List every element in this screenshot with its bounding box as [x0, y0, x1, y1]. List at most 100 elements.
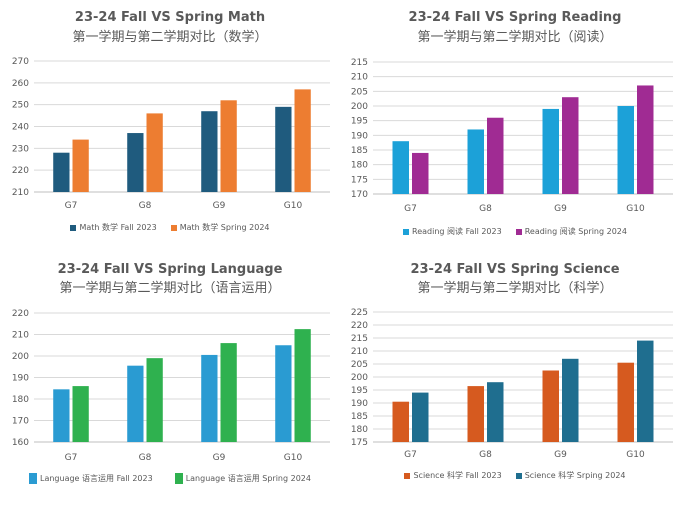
y-tick-label: 200: [12, 352, 29, 362]
y-tick-label: 200: [351, 373, 368, 383]
x-tick-label: G7: [65, 201, 78, 211]
chart-subtitle: 第一学期与第二学期对比（数学）: [72, 30, 268, 45]
y-tick-label: 190: [12, 374, 29, 384]
y-tick-label: 230: [12, 144, 29, 154]
bar: [467, 386, 484, 442]
bar: [201, 111, 218, 192]
y-tick-label: 195: [351, 117, 368, 127]
chart-legend: Reading 阅读 Fall 2023 Reading 阅读 Spring 2…: [343, 226, 687, 237]
chart-legend: Math 数学 Fall 2023 Math 数学 Spring 2024: [0, 222, 340, 233]
legend-swatch: [174, 473, 183, 484]
bar: [127, 133, 144, 192]
legend-item: Language 语言运用 Fall 2023: [29, 473, 153, 484]
chart-title: 23-24 Fall VS Spring Math: [74, 10, 266, 25]
legend-swatch: [403, 228, 410, 235]
chart-plot: 170 175 180 185 190 195 200 205 210 215 G7 G8 G9 G10: [351, 58, 673, 214]
bar: [220, 343, 237, 442]
y-tick-label: 210: [12, 331, 29, 341]
bar: [617, 362, 634, 442]
x-tick-label: G8: [479, 450, 492, 460]
legend-label: Science 科学 Fall 2023: [413, 471, 502, 480]
legend-item: Reading 阅读 Spring 2024: [515, 226, 627, 237]
bar: [562, 358, 579, 442]
y-tick-label: 190: [351, 131, 368, 141]
legend-swatch: [170, 224, 177, 231]
bar: [487, 382, 504, 442]
chart-title: 23-24 Fall VS Spring Reading: [408, 10, 622, 25]
legend-item: Math 数学 Fall 2023: [70, 222, 157, 233]
bar: [617, 106, 634, 194]
bar: [275, 345, 292, 442]
chart-legend: Language 语言运用 Fall 2023 Language 语言运用 Sp…: [0, 473, 340, 484]
legend-swatch: [515, 228, 522, 235]
x-tick-label: G10: [626, 204, 645, 214]
legend-label: Math 数学 Fall 2023: [79, 223, 157, 232]
y-tick-label: 185: [351, 412, 368, 422]
legend-item: Math 数学 Spring 2024: [170, 222, 270, 233]
legend-item: Science 科学 Fall 2023: [404, 470, 502, 481]
legend-item: Reading 阅读 Fall 2023: [403, 226, 502, 237]
y-tick-label: 190: [351, 399, 368, 409]
x-tick-label: G10: [626, 450, 645, 460]
y-tick-label: 175: [351, 175, 368, 185]
bar: [53, 152, 70, 192]
x-tick-label: G7: [404, 450, 417, 460]
bar: [412, 392, 429, 442]
bar: [637, 340, 654, 442]
x-tick-label: G7: [65, 453, 78, 463]
y-tick-label: 225: [351, 308, 368, 318]
y-tick-label: 175: [351, 438, 368, 448]
y-tick-label: 200: [351, 102, 368, 112]
legend-label: Math 数学 Spring 2024: [179, 223, 270, 232]
y-tick-label: 220: [12, 309, 29, 319]
legend-swatch: [404, 472, 411, 479]
y-tick-label: 180: [12, 395, 29, 405]
chart-panel-language: 23-24 Fall VS Spring Language 第一学期与第二学期对…: [0, 258, 340, 510]
bar: [127, 365, 144, 442]
y-tick-label: 240: [12, 123, 29, 133]
bar: [146, 358, 163, 442]
y-tick-label: 205: [351, 87, 368, 97]
chart-title: 23-24 Fall VS Spring Science: [410, 262, 620, 277]
y-tick-label: 205: [351, 360, 368, 370]
legend-label: Science 科学 Srping 2024: [524, 471, 626, 480]
x-tick-label: G9: [554, 450, 567, 460]
y-tick-label: 220: [12, 166, 29, 176]
y-tick-label: 185: [351, 146, 368, 156]
legend-swatch: [29, 473, 37, 484]
y-tick-label: 260: [12, 79, 29, 89]
chart-panel-reading: 23-24 Fall VS Spring Reading 第一学期与第二学期对比…: [343, 0, 687, 250]
x-tick-label: G9: [213, 201, 226, 211]
y-tick-label: 220: [351, 321, 368, 331]
bar: [467, 129, 484, 194]
legend-label: Reading 阅读 Fall 2023: [412, 227, 502, 236]
bar: [294, 89, 311, 192]
y-tick-label: 270: [12, 57, 29, 67]
y-tick-label: 160: [12, 438, 29, 448]
x-tick-label: G8: [139, 453, 152, 463]
y-tick-label: 215: [351, 334, 368, 344]
bar: [542, 108, 559, 194]
bar: [637, 85, 654, 194]
chart-legend: Science 科学 Fall 2023 Science 科学 Srping 2…: [343, 470, 687, 481]
y-tick-label: 210: [351, 73, 368, 83]
chart-subtitle: 第一学期与第二学期对比（阅读）: [417, 30, 613, 45]
x-tick-label: G8: [139, 201, 152, 211]
x-tick-label: G8: [479, 204, 492, 214]
x-tick-label: G9: [213, 453, 226, 463]
x-tick-label: G10: [284, 453, 303, 463]
y-tick-label: 170: [351, 190, 368, 200]
chart-subtitle: 第一学期与第二学期对比（语言运用）: [59, 281, 281, 296]
chart-plot: 160 170 180 190 200 210 220 G7 G8 G9 G10: [12, 309, 330, 463]
y-tick-label: 170: [12, 417, 29, 427]
bar: [53, 389, 70, 442]
legend-swatch: [515, 472, 522, 479]
bar: [392, 141, 409, 194]
legend-item: Science 科学 Srping 2024: [515, 470, 626, 481]
y-tick-label: 180: [351, 161, 368, 171]
legend-label: Reading 阅读 Spring 2024: [524, 227, 627, 236]
bar: [146, 113, 163, 192]
bar: [487, 117, 504, 194]
bar: [220, 100, 237, 192]
bar: [542, 370, 559, 442]
